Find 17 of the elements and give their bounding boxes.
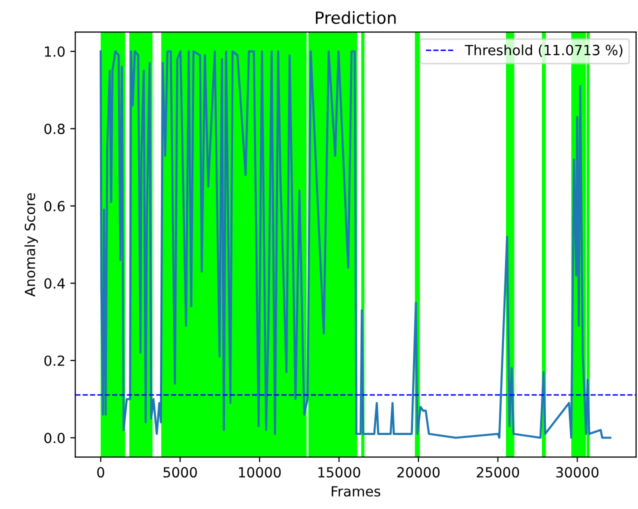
x-axis-title: Frames <box>332 486 380 497</box>
y-tick-label: 0.2 <box>44 355 64 366</box>
y-tick-label: 0.6 <box>44 200 65 212</box>
x-tick-label: 30000 <box>556 467 598 478</box>
y-tick-label: 1.0 <box>45 46 65 57</box>
chart-title: Prediction <box>316 11 396 24</box>
x-tick-label: 20000 <box>397 467 440 478</box>
x-tick-label: 25000 <box>476 467 520 478</box>
x-tick-label: 0 <box>97 467 104 478</box>
legend-label: Threshold (11.0713 %) <box>464 44 622 57</box>
x-tick-label: 15000 <box>318 467 360 478</box>
y-tick-label: 0.0 <box>44 432 65 444</box>
x-tick-label: 5000 <box>164 467 197 478</box>
y-tick-label: 0.4 <box>44 278 65 289</box>
y-axis-title: Anomaly Score <box>24 193 38 297</box>
x-tick-label: 10000 <box>239 467 281 478</box>
y-tick-label: 0.8 <box>44 124 65 134</box>
